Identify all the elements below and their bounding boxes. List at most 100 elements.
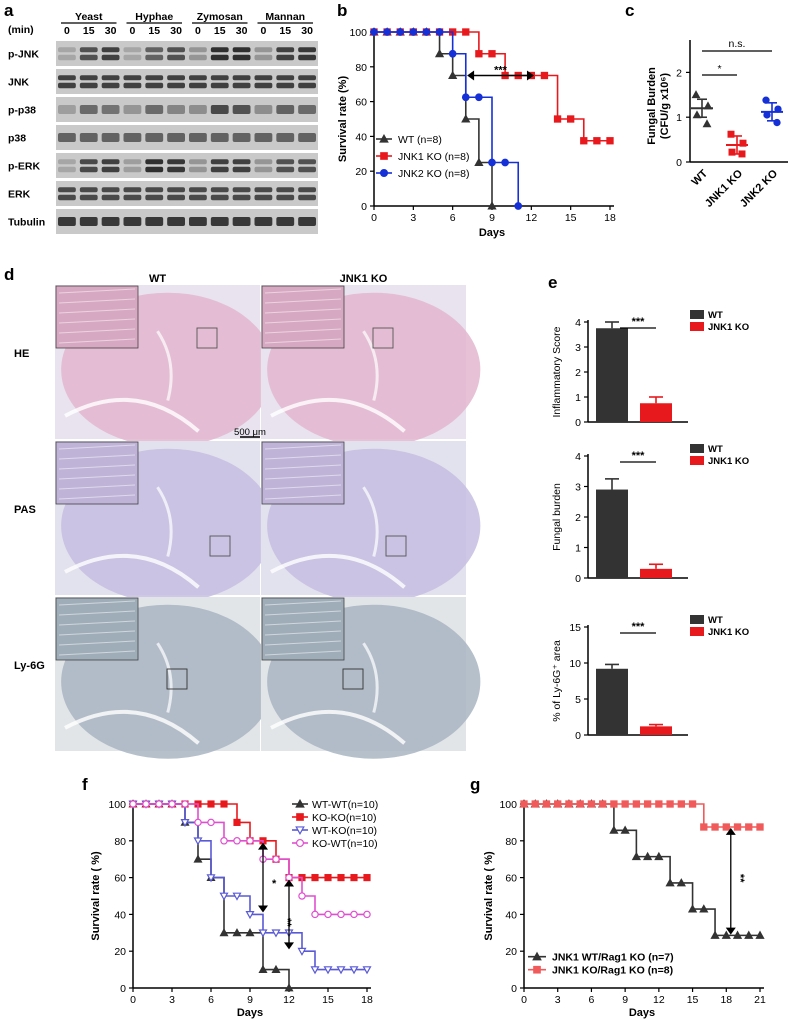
blot-strip bbox=[56, 125, 318, 150]
blot-band bbox=[232, 217, 251, 226]
y-tick-label: 100 bbox=[108, 799, 126, 811]
histology-row-label: PAS bbox=[14, 504, 36, 516]
blot-band bbox=[232, 187, 251, 193]
bar-jnk1-ko bbox=[640, 568, 672, 578]
category-label: JNK2 KO bbox=[738, 167, 781, 210]
blot-band bbox=[123, 75, 142, 81]
data-point bbox=[691, 90, 701, 99]
blot-group-mannan: Mannan bbox=[265, 11, 305, 23]
blot-band bbox=[276, 166, 295, 173]
blot-band bbox=[58, 54, 76, 61]
legend-marker bbox=[533, 965, 541, 974]
y-axis-title: Fungal burden bbox=[551, 483, 563, 551]
data-point bbox=[220, 837, 228, 845]
y-tick-label: 20 bbox=[355, 166, 367, 178]
data-point bbox=[362, 966, 372, 975]
data-point bbox=[727, 130, 735, 138]
x-tick-label: 6 bbox=[208, 994, 214, 1006]
inset-texture bbox=[58, 640, 136, 646]
blot-band bbox=[79, 217, 98, 226]
blot-strip bbox=[56, 153, 318, 178]
data-point bbox=[710, 930, 720, 939]
y-tick-label: 40 bbox=[114, 909, 126, 921]
data-point bbox=[297, 947, 307, 956]
data-point bbox=[621, 800, 629, 808]
blot-band bbox=[189, 187, 207, 193]
blot-band bbox=[145, 217, 164, 226]
legend-label: JNK1 KO bbox=[708, 627, 749, 638]
data-point bbox=[599, 800, 607, 808]
data-point bbox=[762, 96, 770, 104]
inset-texture bbox=[58, 338, 136, 344]
histology-row-label: Ly-6G bbox=[14, 660, 45, 672]
y-tick-label: 80 bbox=[355, 62, 367, 74]
y-tick-label: 40 bbox=[355, 131, 367, 143]
data-point bbox=[337, 910, 345, 919]
tissue-vessel bbox=[362, 642, 379, 713]
panel-label-e: e bbox=[548, 273, 557, 292]
blot-band bbox=[79, 82, 98, 89]
data-point bbox=[666, 800, 674, 808]
blot-band bbox=[189, 217, 207, 226]
blot-band bbox=[123, 82, 142, 89]
data-point bbox=[461, 93, 470, 102]
blot-band bbox=[210, 47, 229, 53]
data-point bbox=[593, 137, 601, 145]
y-tick-label: 15 bbox=[569, 622, 581, 634]
y-tick-label: 0 bbox=[575, 417, 581, 429]
y-axis-title: Survival rate ( %) bbox=[90, 851, 102, 941]
inset-texture bbox=[264, 308, 342, 314]
inset-texture bbox=[58, 328, 136, 334]
tissue-lumen bbox=[64, 553, 200, 589]
timepoint-label: 0 bbox=[195, 25, 201, 37]
y-tick-label: 100 bbox=[349, 27, 367, 39]
y-tick-label: 3 bbox=[575, 342, 581, 354]
data-point bbox=[311, 874, 319, 882]
blot-band bbox=[167, 187, 185, 193]
blot-band bbox=[101, 82, 120, 89]
inset-texture bbox=[264, 318, 342, 324]
data-point bbox=[520, 800, 528, 808]
arrow-head-down bbox=[725, 927, 736, 935]
data-point bbox=[219, 892, 229, 901]
y-axis-title: Fungal Burden bbox=[646, 67, 658, 145]
blot-band bbox=[254, 194, 273, 201]
y-tick-label: 60 bbox=[114, 873, 126, 885]
x-tick-label: 0 bbox=[130, 994, 136, 1006]
data-point bbox=[567, 115, 575, 123]
x-axis-title: Days bbox=[629, 1007, 655, 1019]
blot-row-label: ERK bbox=[8, 189, 31, 201]
blot-band bbox=[189, 194, 207, 201]
data-point bbox=[763, 111, 771, 119]
legend-label: KO-WT(n=10) bbox=[312, 838, 378, 850]
blot-group-hyphae: Hyphae bbox=[135, 11, 173, 23]
blot-band bbox=[79, 166, 98, 173]
inset-texture bbox=[58, 308, 136, 314]
data-point bbox=[448, 49, 457, 58]
data-point bbox=[732, 930, 743, 939]
blot-band bbox=[298, 133, 316, 142]
x-tick-label: 0 bbox=[371, 212, 377, 224]
inset-texture bbox=[58, 444, 136, 450]
blot-band bbox=[254, 133, 273, 142]
blot-band bbox=[79, 47, 98, 53]
legend-swatch bbox=[690, 444, 704, 453]
blot-group-zymosan: Zymosan bbox=[197, 11, 243, 23]
data-point bbox=[565, 800, 573, 808]
roi-box bbox=[166, 668, 188, 690]
data-point bbox=[232, 892, 242, 901]
legend-marker bbox=[296, 813, 304, 821]
blot-row-label: JNK bbox=[8, 77, 29, 89]
x-tick-label: 12 bbox=[283, 994, 295, 1006]
legend-label: WT bbox=[708, 615, 723, 626]
blot-band bbox=[276, 133, 295, 142]
blot-band bbox=[276, 75, 295, 81]
inset-texture bbox=[58, 650, 136, 656]
data-point bbox=[324, 910, 332, 919]
blot-band bbox=[210, 217, 229, 226]
blot-band bbox=[58, 166, 76, 173]
data-point bbox=[245, 928, 255, 937]
data-point bbox=[462, 28, 470, 36]
blot-band bbox=[123, 187, 142, 193]
